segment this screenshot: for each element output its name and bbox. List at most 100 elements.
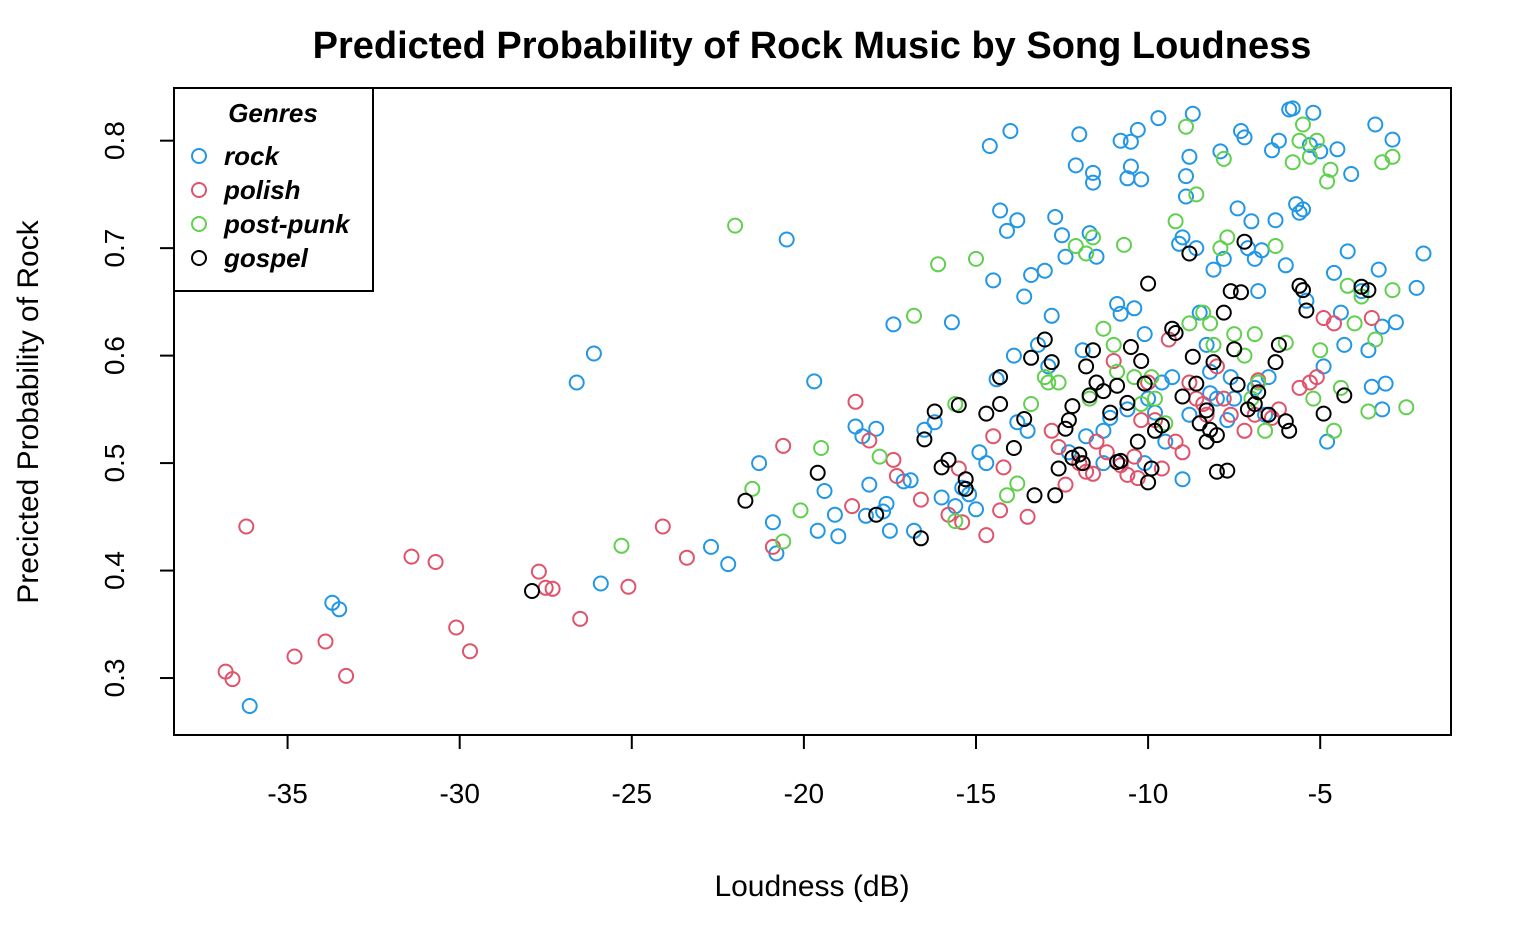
data-point [592,575,609,592]
data-point [1374,401,1391,418]
data-point [1129,433,1146,450]
data-point [1326,315,1342,332]
data-point [916,431,933,448]
series-post-punk [613,116,1415,554]
data-point [1181,406,1198,423]
legend-label-gospel: gospel [223,243,309,273]
data-point [933,489,950,506]
data-point [427,554,444,570]
data-point [1284,154,1301,171]
y-tick-label: 0.3 [99,659,130,698]
chart-title: Predicted Probability of Rock Music by S… [313,25,1312,67]
data-point [1122,339,1139,355]
data-point [978,527,995,544]
data-point [1081,225,1098,242]
data-point [1277,334,1294,351]
data-point [1102,409,1119,426]
data-point [1295,201,1311,218]
data-point [1181,148,1198,165]
data-point [1305,104,1322,121]
data-point [1377,375,1394,392]
data-point [1088,433,1105,450]
data-point [1250,283,1267,300]
data-point [1198,433,1215,450]
data-point [1050,439,1067,455]
data-point [1246,396,1263,412]
data-point [981,138,998,154]
data-point [1126,300,1143,317]
data-point [1243,213,1260,230]
data-point [1085,342,1101,359]
legend-marker-gospel [191,250,207,266]
x-axis: -35 -30 -25 -20 -15 -10 -5 [267,734,1333,809]
data-point [1133,412,1150,429]
data-point [1219,229,1236,246]
data-point [1212,143,1229,160]
data-point [1140,275,1157,292]
data-point [1043,354,1060,371]
data-point [888,468,905,484]
data-point [1236,233,1253,250]
data-point [1109,454,1126,470]
data-point [1326,422,1342,439]
data-point [1040,358,1057,375]
data-point [912,530,929,547]
x-tick-label: -35 [267,778,307,809]
data-point [906,307,922,324]
data-point [1336,336,1353,353]
data-point [926,403,943,420]
data-point [1208,358,1225,375]
data-point [1236,347,1253,364]
data-point [1246,326,1263,343]
data-point [1398,399,1415,416]
data-point [985,428,1002,445]
data-point [1305,390,1322,407]
data-point [1064,449,1081,466]
data-point [1078,245,1095,262]
data-point [1270,336,1287,353]
data-point [1023,267,1040,283]
data-point [1308,132,1325,149]
data-point [1054,227,1070,244]
data-point [1346,315,1363,332]
data-point [1078,358,1095,375]
data-point [1291,132,1308,149]
data-point [1019,422,1036,439]
data-point [1157,433,1174,450]
data-point [871,448,888,465]
data-point [943,314,960,331]
data-points [217,100,1432,714]
y-tick-label: 0.8 [99,121,130,160]
data-point [1164,320,1181,337]
data-point [1370,261,1387,278]
data-point [1267,354,1284,371]
x-tick-label: -15 [956,778,996,809]
data-point [1329,141,1346,158]
data-point [1284,100,1301,117]
x-tick-label: -5 [1308,778,1333,809]
data-point [1047,487,1064,504]
data-point [1236,129,1253,146]
data-point [885,316,902,333]
data-point [1150,110,1167,127]
data-point [764,514,781,531]
data-point [1226,341,1243,358]
data-point [1009,475,1026,492]
data-point [1205,261,1222,278]
data-point [338,667,355,684]
data-point [861,476,878,493]
legend-title: Genres [228,98,318,128]
data-point [1336,387,1353,404]
data-point [1219,462,1236,479]
data-point [999,222,1015,239]
data-point [1267,238,1284,254]
data-point [1174,229,1191,246]
data-point [1291,277,1308,294]
data-point [1016,411,1033,427]
data-point [1202,315,1219,332]
data-point [1119,394,1136,411]
data-point [1215,150,1232,167]
data-point [448,619,465,636]
data-point [1019,508,1036,525]
data-point [1102,404,1119,421]
